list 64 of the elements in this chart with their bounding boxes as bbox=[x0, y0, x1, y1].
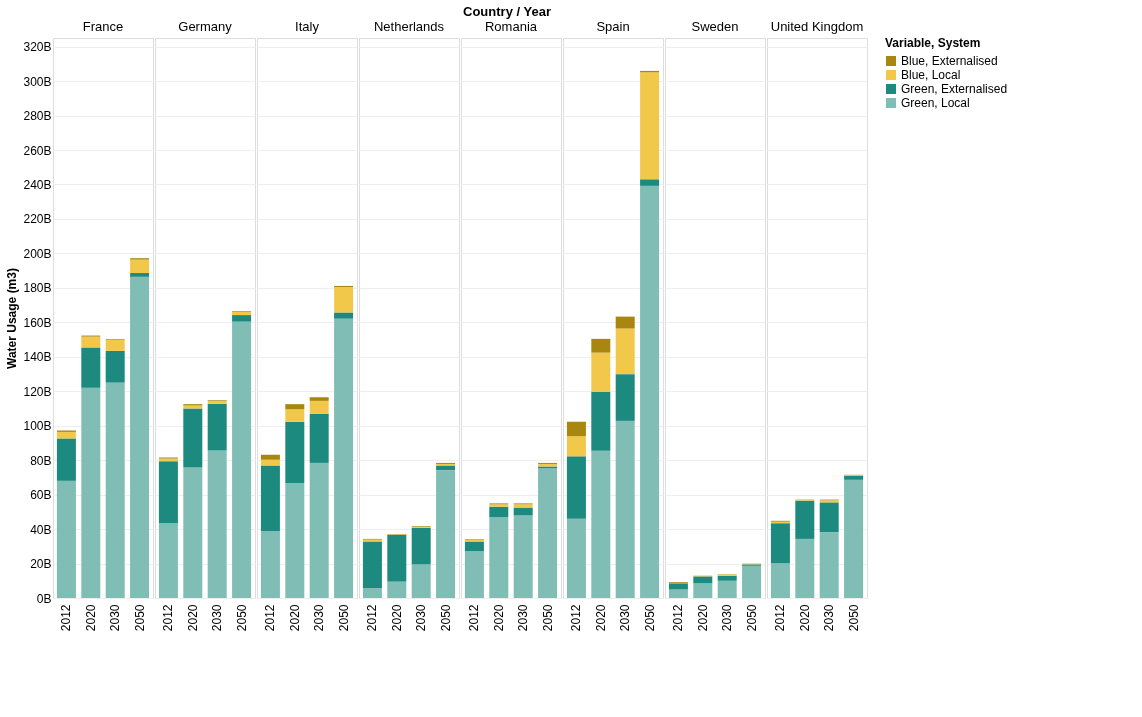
x-tick-label: 2020 bbox=[797, 604, 812, 632]
y-tick-label: 80B bbox=[30, 453, 52, 468]
y-tick-label: 240B bbox=[23, 177, 52, 192]
y-tick-label: 200B bbox=[23, 246, 52, 261]
legend-title: Variable, System bbox=[885, 36, 981, 50]
chart-title: Romania bbox=[484, 19, 538, 34]
x-tick-label: 2050 bbox=[336, 604, 351, 632]
y-tick-label: 100B bbox=[23, 419, 52, 434]
y-tick-label: 20B bbox=[30, 557, 52, 572]
x-tick-label: 2050 bbox=[846, 604, 861, 632]
chart-title: Spain bbox=[596, 19, 630, 34]
x-tick-label: 2020 bbox=[491, 604, 506, 632]
chart-title: Netherlands bbox=[373, 19, 445, 34]
y-tick-label: 300B bbox=[23, 74, 52, 89]
x-tick-label: 2030 bbox=[108, 604, 123, 632]
y-tick-label: 180B bbox=[23, 281, 52, 296]
x-tick-label: 2012 bbox=[263, 604, 278, 632]
legend-label: Green, Externalised bbox=[901, 82, 1008, 96]
legend-label: Blue, Externalised bbox=[901, 54, 998, 68]
y-tick-label: 260B bbox=[23, 143, 52, 158]
legend-label: Green, Local bbox=[901, 96, 970, 110]
x-tick-label: 2012 bbox=[365, 604, 380, 632]
x-tick-label: 2050 bbox=[540, 604, 555, 632]
y-tick-label: 160B bbox=[23, 315, 52, 330]
text: Country / Year bbox=[463, 3, 551, 19]
x-tick-label: 2050 bbox=[438, 604, 453, 632]
chart-title: France bbox=[82, 19, 124, 34]
x-tick-label: 2012 bbox=[671, 604, 686, 632]
x-tick-label: 2020 bbox=[695, 604, 710, 632]
y-tick-label: 40B bbox=[30, 522, 52, 537]
x-tick-label: 2050 bbox=[744, 604, 759, 632]
y-tick-label: 140B bbox=[23, 350, 52, 365]
y-tick-label: 320B bbox=[23, 40, 52, 55]
x-tick-label: 2050 bbox=[234, 604, 249, 632]
y-axis-title: Water Usage (m3) bbox=[5, 268, 20, 369]
x-tick-label: 2020 bbox=[593, 604, 608, 632]
x-tick-label: 2020 bbox=[389, 604, 404, 632]
x-tick-label: 2030 bbox=[618, 604, 633, 632]
x-tick-label: 2030 bbox=[822, 604, 837, 632]
x-tick-label: 2012 bbox=[59, 604, 74, 632]
legend-label: Blue, Local bbox=[901, 68, 961, 82]
y-tick-label: 60B bbox=[30, 488, 52, 503]
y-tick-label: 120B bbox=[23, 384, 52, 399]
x-tick-label: 2030 bbox=[414, 604, 429, 632]
x-tick-label: 2050 bbox=[132, 604, 147, 632]
chart-title: Germany bbox=[178, 19, 233, 34]
y-tick-label: 0B bbox=[36, 591, 52, 606]
chart-title: Sweden bbox=[691, 19, 739, 34]
x-tick-label: 2020 bbox=[287, 604, 302, 632]
x-tick-label: 2012 bbox=[569, 604, 584, 632]
chart-title: Italy bbox=[295, 19, 320, 34]
x-tick-label: 2012 bbox=[161, 604, 176, 632]
x-tick-label: 2050 bbox=[642, 604, 657, 632]
x-tick-label: 2030 bbox=[720, 604, 735, 632]
x-tick-label: 2020 bbox=[83, 604, 98, 632]
x-tick-label: 2020 bbox=[185, 604, 200, 632]
y-tick-label: 280B bbox=[23, 109, 52, 124]
x-tick-label: 2030 bbox=[312, 604, 327, 632]
x-tick-label: 2030 bbox=[210, 604, 225, 632]
chart-title: United Kingdom bbox=[770, 19, 864, 34]
x-tick-label: 2012 bbox=[773, 604, 788, 632]
x-tick-label: 2012 bbox=[467, 604, 482, 632]
x-tick-label: 2030 bbox=[516, 604, 531, 632]
y-tick-label: 220B bbox=[23, 212, 52, 227]
